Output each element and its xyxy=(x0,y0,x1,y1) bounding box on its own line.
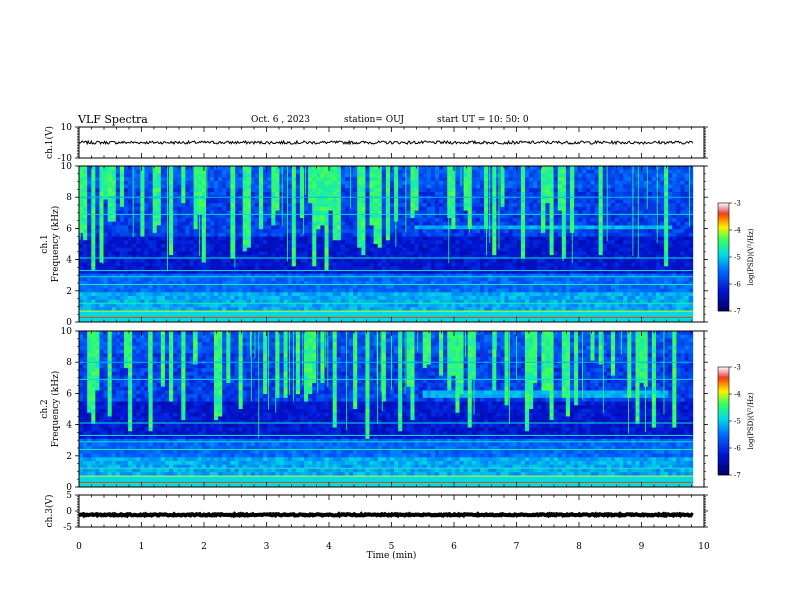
ch3v-ytick-label: 0 xyxy=(66,507,72,517)
x-tick-label: 8 xyxy=(576,542,582,552)
ch1-colorbar-label: log(PSD)(V²/Hz) xyxy=(747,228,755,285)
ch2-ytick-label: 8 xyxy=(66,358,72,368)
ch1-colorbar-tick-label: -5 xyxy=(734,254,741,262)
ch2-ylabel: ch.2 xyxy=(40,399,50,418)
x-tick-label: 10 xyxy=(698,542,710,552)
x-tick-label: 1 xyxy=(139,542,145,552)
x-tick-label: 2 xyxy=(201,542,207,552)
ch1v-ytick-label: 10 xyxy=(61,123,73,133)
ch1v-panel xyxy=(75,126,708,159)
start-time-label: start UT = 10: 50: 0 xyxy=(437,115,529,125)
x-axis-label: Time (min) xyxy=(367,550,417,561)
ch1v-ytick-label: -10 xyxy=(58,154,73,164)
ch3v-panel xyxy=(75,494,708,528)
x-tick-label: 6 xyxy=(451,542,457,552)
x-tick-label: 0 xyxy=(76,542,82,552)
ch3v-frame xyxy=(78,494,705,528)
ch1v-ylabel: ch.1(V) xyxy=(44,126,55,159)
date-label: Oct. 6 , 2023 xyxy=(251,115,310,125)
ch1-colorbar-tick-label: -4 xyxy=(734,227,741,235)
ch2-colorbar-tick-label: -7 xyxy=(734,472,741,480)
ch1-colorbar-tick-label: -3 xyxy=(734,200,741,208)
ch2-colorbar-label: log(PSD)(V²/Hz) xyxy=(747,392,755,449)
ch3v-ytick-label: -5 xyxy=(63,523,72,533)
ch2-colorbar-tick-label: -5 xyxy=(734,418,741,426)
x-tick-label: 9 xyxy=(639,542,645,552)
ch1-colorbar-tick-label: -7 xyxy=(734,308,741,316)
ch2-ytick-label: 2 xyxy=(66,452,72,462)
x-tick-label: 5 xyxy=(389,542,395,552)
ch2-colorbar-tick-label: -3 xyxy=(734,364,741,372)
ch1-ylabel: ch.1 xyxy=(40,234,50,253)
ch1-ytick-label: 4 xyxy=(66,256,72,266)
ch1-panel xyxy=(75,165,708,323)
ch1-colorbar-tick-label: -6 xyxy=(734,281,741,289)
ch2-frame xyxy=(78,330,705,488)
x-tick-label: 4 xyxy=(326,542,332,552)
ch1-ytick-label: 6 xyxy=(66,224,72,234)
ch2-colorbar-tick-label: -4 xyxy=(734,391,741,399)
x-tick-label: 7 xyxy=(514,542,520,552)
ch2-panel xyxy=(75,330,708,488)
ch3v-trace xyxy=(78,511,694,519)
station-label: station= OUJ xyxy=(344,115,405,125)
ch3v-ylabel: ch.3(V) xyxy=(44,495,55,528)
ch1-ytick-label: 0 xyxy=(66,318,72,328)
ch2-ylabel: Frequency (kHz) xyxy=(50,371,61,448)
ch2-colorbar-tick-label: -6 xyxy=(734,445,741,453)
ch1-ylabel: Frequency (kHz) xyxy=(50,206,61,283)
ch1-ytick-label: 2 xyxy=(66,287,72,297)
ch1v-trace xyxy=(78,139,694,146)
ch1-ytick-label: 8 xyxy=(66,193,72,203)
ch3v-ytick-label: 5 xyxy=(66,491,72,501)
ch2-ytick-label: 0 xyxy=(66,483,72,493)
chart-title: VLF Spectra xyxy=(78,113,148,126)
ch2-ytick-label: 10 xyxy=(61,327,73,337)
ch2-ytick-label: 6 xyxy=(66,389,72,399)
ch1-frame xyxy=(78,165,705,323)
ch2-ytick-label: 4 xyxy=(66,421,72,431)
ch1v-frame xyxy=(78,126,705,159)
x-tick-label: 3 xyxy=(264,542,270,552)
ch1-ytick-label: 10 xyxy=(61,162,73,172)
